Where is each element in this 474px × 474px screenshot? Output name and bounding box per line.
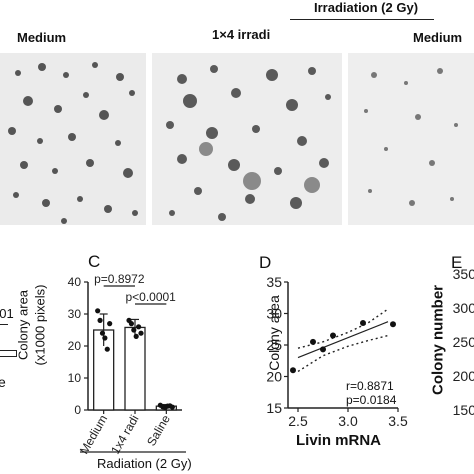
- panel-c-point-0-5: [107, 321, 113, 327]
- panel-c-xlabel: Radiation (2 Gy): [97, 456, 192, 471]
- panel-d-point-0: [290, 367, 296, 374]
- colony-image-medium-left: [0, 53, 146, 225]
- panel-c-point-0-3: [102, 335, 108, 341]
- irradiation-group-label: Irradiation (2 Gy): [314, 0, 419, 15]
- panel-c-sig-label-0: p=0.8972: [94, 272, 145, 286]
- panel-d-xtick-label-2: 3.5: [388, 413, 408, 429]
- panel-e-ytick-label-0: 150: [453, 402, 474, 418]
- left-fragment-bar: [0, 350, 17, 357]
- panel-c-point-0-1: [97, 317, 103, 323]
- panel-c-point-1-3: [133, 333, 139, 339]
- panel-c-point-0-2: [99, 330, 106, 336]
- panel-d-fit-line: [297, 321, 389, 359]
- panel-label-medium-right: Medium: [413, 30, 463, 45]
- panel-d-point-5: [390, 321, 396, 328]
- panel-e-ytick-label-3: 300: [453, 300, 474, 316]
- panel-c-ytick-label-0: 0: [74, 403, 81, 417]
- left-fragment-pvalue: 001: [0, 306, 14, 321]
- panel-c-point-1-2: [131, 327, 137, 333]
- panel-c-point-1-4: [136, 324, 142, 330]
- panel-c-point-1-1: [128, 321, 134, 327]
- panel-e-letter: E: [451, 253, 463, 272]
- panel-c-point-1-5: [138, 330, 144, 336]
- panel-d-letter: D: [259, 253, 272, 272]
- panel-e-ytick-label-2: 250: [453, 334, 474, 350]
- panel-d-ytick-label-4: 35: [266, 274, 282, 290]
- panel-c-ytick-label-1: 10: [68, 371, 82, 385]
- panel-c-ytick-label-2: 20: [68, 339, 82, 353]
- panel-c-point-0-4: [104, 346, 110, 352]
- panel-d-ytick-label-1: 20: [266, 369, 282, 385]
- panel-d-ytick-label-2: 25: [266, 337, 282, 353]
- panel-d-ytick-label-3: 30: [266, 306, 282, 322]
- panel-d-point-4: [360, 319, 366, 326]
- panel-d-xlabel: Livin mRNA: [296, 432, 382, 449]
- panel-d-xtick-label-1: 3.0: [338, 413, 358, 429]
- panel-c-ytick-label-3: 30: [68, 307, 82, 321]
- panel-d-point-1: [310, 338, 316, 345]
- panel-e-ytick-label-1: 200: [453, 368, 474, 384]
- panel-c-ytick-label-4: 40: [68, 275, 82, 289]
- panel-c-point-0-0: [95, 308, 101, 314]
- panel-d-p-annotation: p=0.0184: [346, 393, 397, 407]
- panel-d-point-3: [330, 332, 336, 339]
- left-fragment-axis: e: [0, 374, 6, 390]
- panel-d-ci-lower: [297, 334, 389, 373]
- panel-c-sig-label-1: p<0.0001: [125, 290, 176, 304]
- panel-label-1x4-irradi: 1×4 irradi: [212, 27, 271, 42]
- panel-d-ytick-label-0: 15: [266, 400, 282, 416]
- irradiation-group-line: [290, 19, 434, 20]
- panel-c-point-2-5: [169, 404, 175, 410]
- panel-d-xtick-label-0: 2.5: [288, 413, 308, 429]
- panel-c-letter: C: [88, 252, 101, 271]
- panel-d-point-2: [320, 346, 326, 353]
- left-fragment-line: [0, 324, 8, 325]
- colony-image-1x4-irradi: [152, 53, 342, 225]
- panel-label-medium-left: Medium: [17, 30, 67, 45]
- panel-e-ytick-label-4: 350: [453, 266, 474, 282]
- panel-d-r-annotation: r=0.8871: [346, 379, 394, 393]
- colony-image-medium-right: [348, 53, 474, 225]
